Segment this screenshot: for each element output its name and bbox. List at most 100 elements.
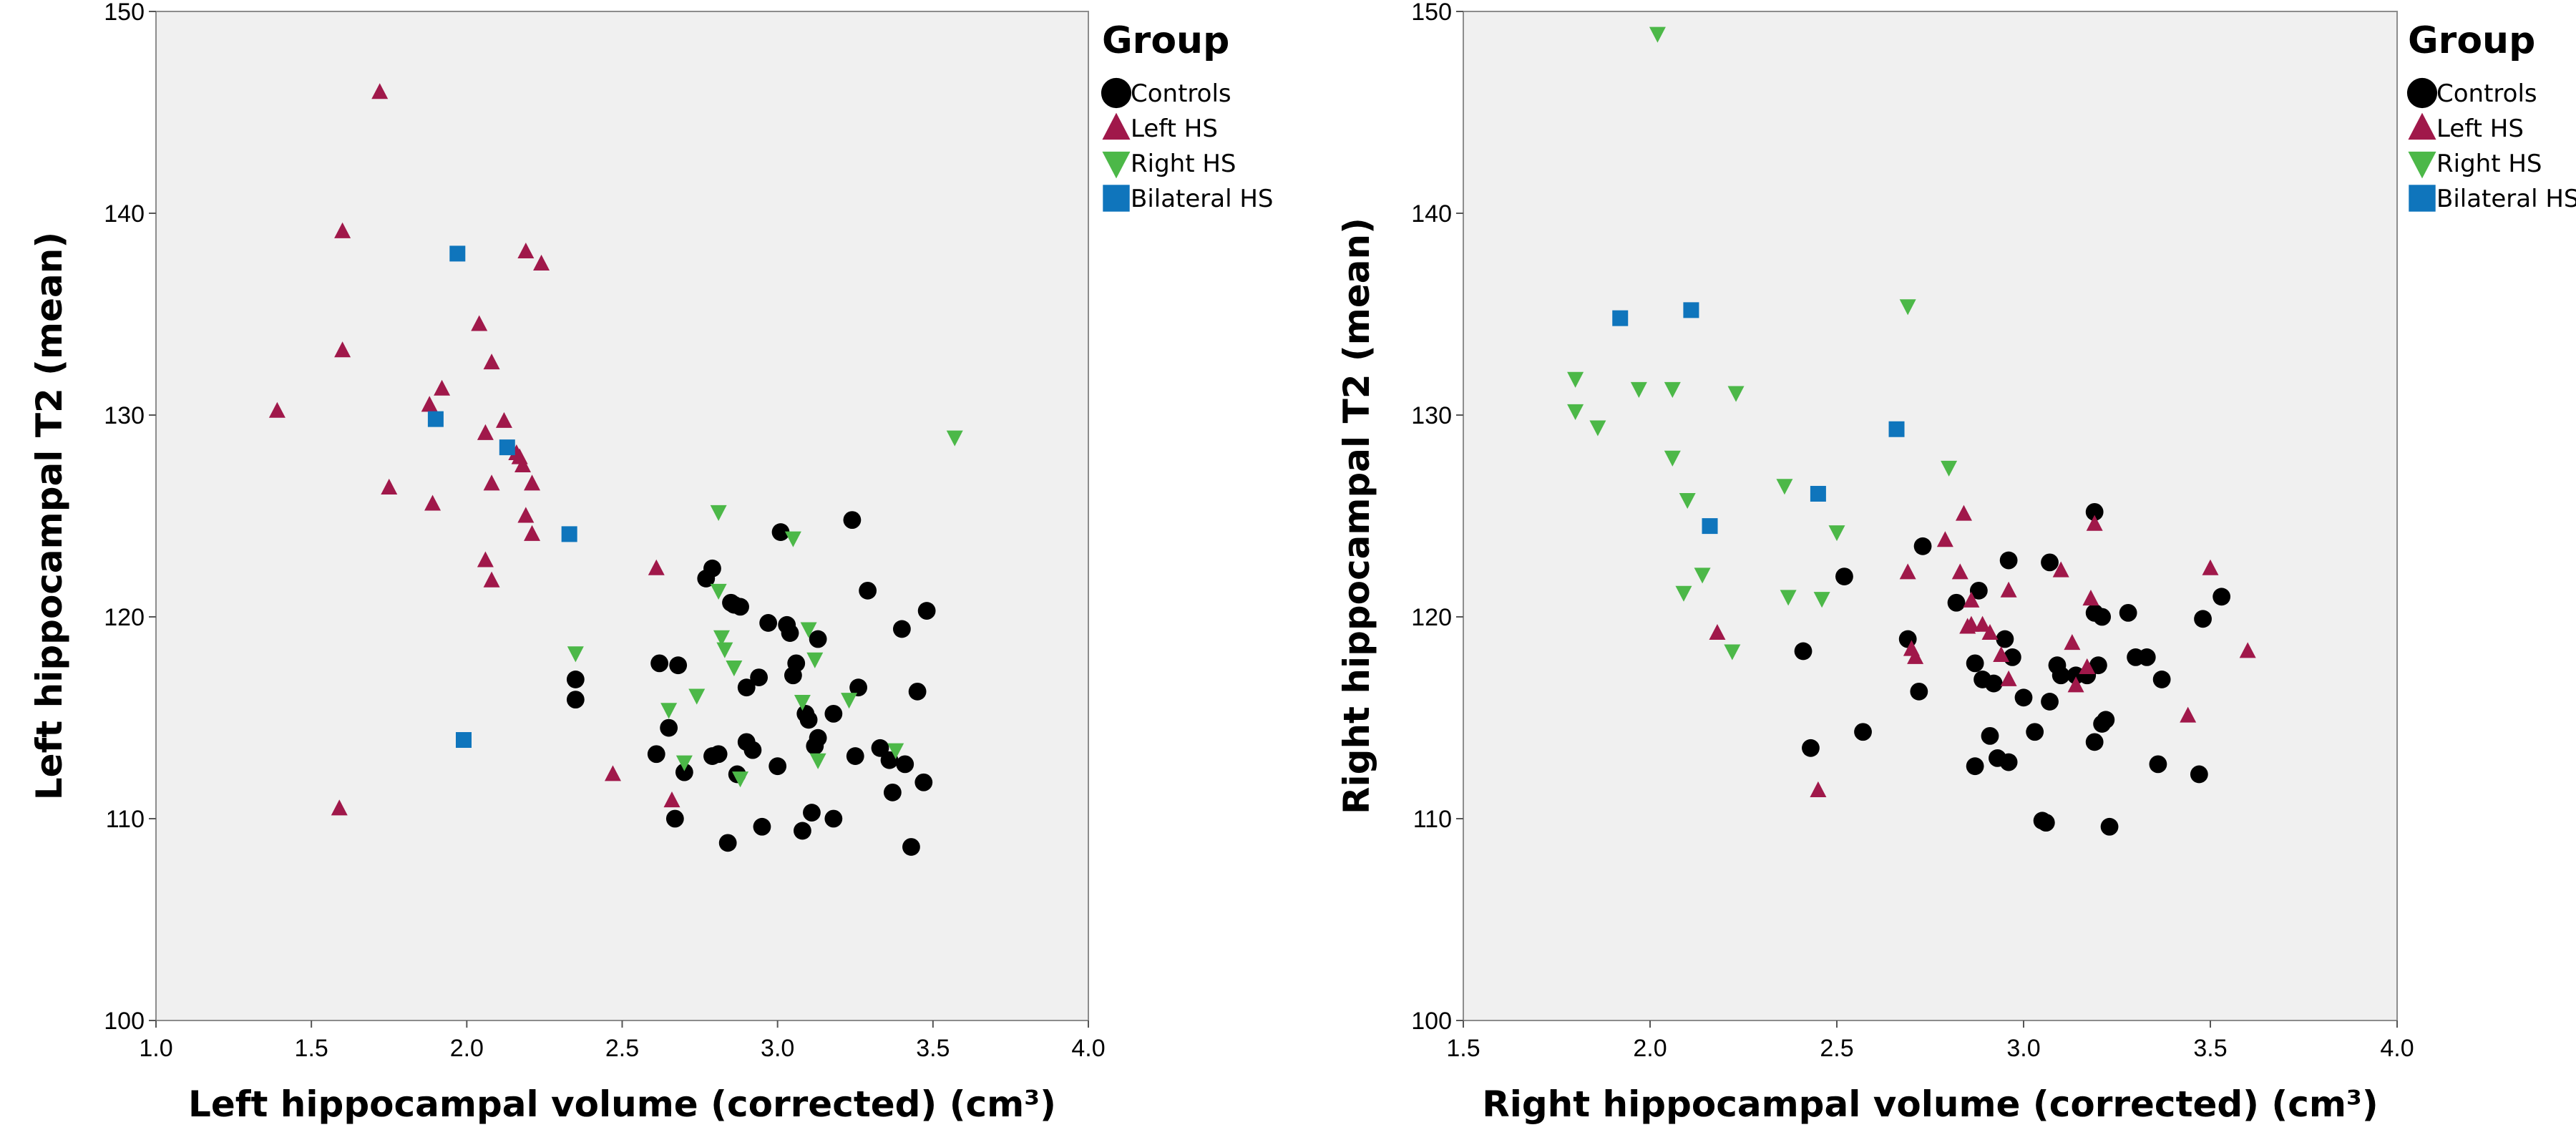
data-point-left-hs (517, 242, 535, 259)
data-point-controls (1947, 593, 1966, 612)
data-point-bilateral-hs (455, 732, 472, 749)
data-point-right-hs (794, 694, 811, 711)
data-point-right-hs (1664, 450, 1681, 467)
data-point-controls (771, 523, 790, 541)
data-point-controls (1984, 674, 2003, 693)
data-point-right-hs (1776, 479, 1793, 495)
data-point-left-hs (663, 791, 680, 808)
data-point-controls (1969, 581, 1988, 600)
x-tick-label: 3.0 (761, 1035, 794, 1062)
data-point-controls (1999, 551, 2018, 570)
data-point-bilateral-hs (1810, 485, 1826, 502)
legend-label-controls: Controls (2436, 79, 2537, 108)
y-tick-label: 130 (1411, 402, 1452, 429)
x-tick-label: 3.0 (2006, 1035, 2040, 1062)
legend-marker-left-hs (1102, 112, 1131, 140)
x-tick-label: 3.5 (916, 1035, 950, 1062)
y-axis-title: Left hippocampal T2 (mean) (29, 232, 70, 800)
data-point-controls (2093, 608, 2112, 626)
data-point-controls (2097, 711, 2115, 729)
data-point-controls (1981, 726, 1999, 745)
data-point-left-hs (2180, 706, 2197, 723)
y-tick-label: 150 (1411, 0, 1452, 26)
data-point-controls (803, 804, 821, 822)
data-point-controls (2026, 723, 2044, 741)
data-point-left-hs (2239, 642, 2256, 658)
data-point-controls (2089, 656, 2107, 675)
plot-area (1463, 11, 2398, 1021)
data-point-controls (675, 763, 693, 781)
y-tick-label: 110 (106, 806, 145, 833)
x-tick-label: 2.5 (1820, 1035, 1853, 1062)
data-point-controls (2051, 666, 2070, 685)
data-point-controls (731, 598, 749, 616)
series-left-hs (1709, 505, 2256, 797)
data-point-left-hs (477, 551, 494, 567)
data-point-left-hs (514, 456, 532, 472)
data-point-controls (566, 691, 585, 709)
legend-marker-left-hs (2408, 112, 2436, 140)
data-point-controls (1999, 753, 2018, 771)
data-point-controls (871, 739, 889, 757)
legend-marker-right-hs (1102, 151, 1131, 179)
data-point-controls (824, 809, 843, 828)
data-point-left-hs (2000, 581, 2017, 598)
x-tick-label: 2.0 (1633, 1035, 1667, 1062)
data-point-right-hs (1664, 381, 1681, 398)
scatter-chart-1: 1.0 1.5 2.0 2.5 3.0 3.5 4.0 100 110 120 130 140 150 L… (29, 0, 1274, 1125)
data-point-controls (781, 624, 799, 642)
data-point-bilateral-hs (1888, 421, 1905, 437)
x-tick-label: 1.5 (295, 1035, 328, 1062)
data-point-controls (846, 747, 864, 765)
series-left-hs (268, 83, 680, 816)
data-point-right-hs (732, 771, 749, 788)
data-point-controls (859, 581, 877, 600)
data-point-controls (2014, 688, 2033, 707)
data-point-controls (809, 729, 827, 747)
data-point-controls (2190, 765, 2208, 784)
data-point-controls (1913, 537, 1932, 555)
legend-title: Group (2408, 19, 2535, 62)
data-point-controls (849, 678, 867, 697)
data-point-controls (669, 656, 688, 675)
data-point-controls (1966, 654, 1984, 673)
data-point-controls (809, 630, 827, 648)
data-point-controls (753, 817, 771, 836)
data-point-bilateral-hs (449, 245, 466, 262)
x-tick-label: 1.0 (139, 1035, 172, 1062)
data-point-controls (660, 718, 678, 737)
data-point-right-hs (1727, 386, 1745, 402)
data-point-controls (2137, 648, 2156, 666)
data-point-right-hs (841, 693, 858, 709)
data-point-right-hs (1813, 592, 1830, 608)
data-point-left-hs (524, 525, 541, 541)
x-axis-title: Right hippocampal volume (corrected) (cm… (1482, 1083, 2379, 1125)
legend-marker-bilateral-hs (2409, 185, 2436, 212)
series-right-hs (567, 430, 963, 788)
data-point-right-hs (784, 531, 801, 547)
data-point-controls (824, 704, 843, 723)
data-point-bilateral-hs (427, 411, 444, 427)
data-point-right-hs (887, 743, 904, 759)
data-point-controls (787, 654, 806, 673)
data-point-left-hs (1709, 623, 1726, 640)
data-point-controls (647, 745, 665, 764)
data-point-bilateral-hs (499, 439, 515, 456)
legend-label-bilateral-hs: Bilateral HS (2436, 185, 2576, 213)
data-point-right-hs (713, 630, 730, 646)
data-point-left-hs (517, 507, 535, 523)
data-point-right-hs (1630, 381, 1647, 398)
data-point-controls (794, 822, 811, 840)
x-axis-title: Left hippocampal volume (corrected) (cm³… (188, 1083, 1056, 1125)
data-point-controls (2041, 693, 2059, 711)
data-point-controls (2212, 588, 2231, 606)
data-point-right-hs (726, 661, 743, 677)
data-point-controls (769, 757, 787, 776)
data-point-right-hs (809, 753, 826, 769)
legend-label-right-hs: Right HS (1131, 150, 1236, 178)
y-tick-label: 120 (1411, 604, 1452, 631)
data-point-right-hs (800, 622, 817, 638)
data-point-left-hs (483, 354, 500, 370)
data-point-left-hs (533, 254, 550, 271)
